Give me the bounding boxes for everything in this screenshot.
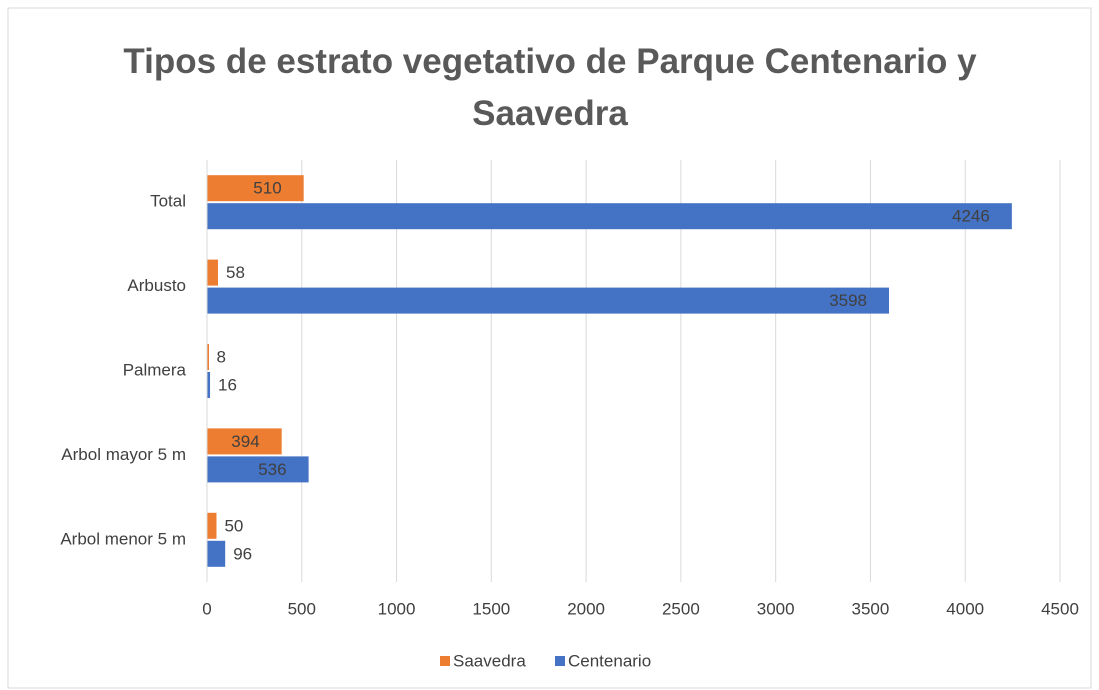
x-tick-label: 4000 — [946, 599, 984, 618]
data-label: 96 — [233, 544, 252, 563]
y-tick-label: Total — [150, 192, 186, 211]
bar — [207, 203, 1012, 230]
legend-label: Saavedra — [453, 651, 526, 670]
data-label: 50 — [224, 516, 243, 535]
chart-border — [7, 7, 1092, 689]
x-tick-label: 500 — [288, 599, 316, 618]
x-tick-label: 4500 — [1041, 599, 1079, 618]
y-tick-label: Arbusto — [127, 276, 186, 295]
bar — [207, 372, 211, 398]
data-label: 4246 — [952, 207, 990, 226]
x-tick-label: 3500 — [852, 599, 890, 618]
y-tick-label: Arbol mayor 5 m — [61, 445, 186, 464]
data-label: 536 — [258, 460, 286, 479]
bar — [207, 344, 209, 370]
data-label: 8 — [217, 347, 226, 366]
y-tick-label: Arbol menor 5 m — [60, 529, 186, 548]
x-tick-label: 1500 — [472, 599, 510, 618]
chart-title: Tipos de estrato vegetativo de Parque Ce… — [123, 42, 977, 133]
bar — [207, 512, 217, 539]
legend-label: Centenario — [568, 651, 651, 670]
legend-swatch — [440, 656, 450, 666]
x-tick-label: 2500 — [662, 599, 700, 618]
bar — [207, 428, 282, 455]
bar — [207, 456, 309, 483]
data-label: 16 — [218, 375, 237, 394]
x-tick-label: 0 — [202, 599, 211, 618]
x-tick-label: 1000 — [378, 599, 416, 618]
bar — [207, 259, 218, 286]
data-label: 510 — [253, 179, 281, 198]
data-label: 3598 — [829, 291, 867, 310]
bar — [207, 540, 226, 567]
data-label: 394 — [231, 432, 259, 451]
bar — [207, 175, 304, 202]
y-tick-label: Palmera — [123, 360, 187, 379]
legend-swatch — [555, 656, 565, 666]
x-tick-label: 2000 — [567, 599, 605, 618]
bar — [207, 287, 890, 314]
x-tick-label: 3000 — [757, 599, 795, 618]
data-label: 58 — [226, 263, 245, 282]
